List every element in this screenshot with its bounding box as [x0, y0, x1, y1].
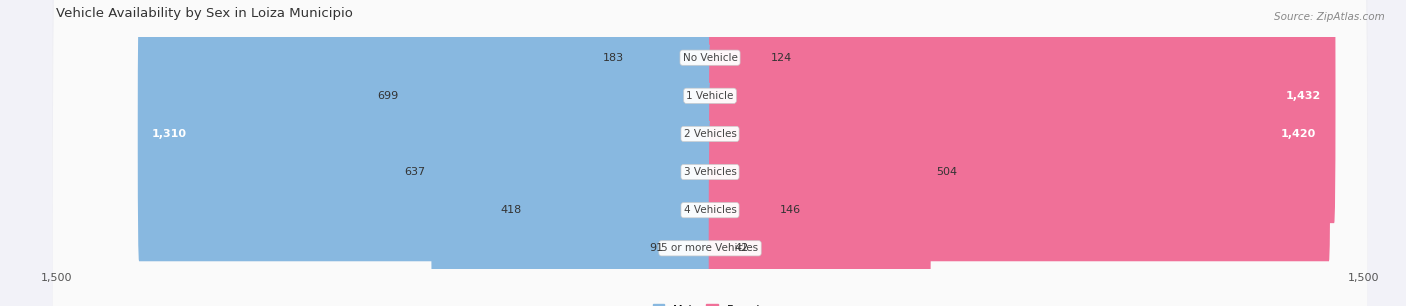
FancyBboxPatch shape [709, 0, 1336, 223]
Text: 1,310: 1,310 [152, 129, 187, 139]
Text: 5 or more Vehicles: 5 or more Vehicles [661, 243, 759, 253]
Text: 4 Vehicles: 4 Vehicles [683, 205, 737, 215]
FancyBboxPatch shape [526, 83, 711, 306]
Text: 504: 504 [936, 167, 957, 177]
FancyBboxPatch shape [138, 7, 711, 261]
Text: 146: 146 [780, 205, 801, 215]
Text: No Vehicle: No Vehicle [682, 53, 738, 63]
FancyBboxPatch shape [709, 45, 931, 299]
Text: 183: 183 [603, 53, 624, 63]
FancyBboxPatch shape [628, 0, 711, 185]
FancyBboxPatch shape [709, 7, 1330, 261]
Text: 1,420: 1,420 [1281, 129, 1316, 139]
Text: 1,432: 1,432 [1286, 91, 1322, 101]
FancyBboxPatch shape [709, 121, 730, 306]
FancyBboxPatch shape [53, 0, 1367, 306]
FancyBboxPatch shape [709, 83, 775, 306]
Text: 3 Vehicles: 3 Vehicles [683, 167, 737, 177]
Text: 418: 418 [501, 205, 522, 215]
FancyBboxPatch shape [404, 0, 711, 223]
Text: Vehicle Availability by Sex in Loiza Municipio: Vehicle Availability by Sex in Loiza Mun… [56, 7, 353, 21]
FancyBboxPatch shape [53, 0, 1367, 306]
Text: 1 Vehicle: 1 Vehicle [686, 91, 734, 101]
Legend: Male, Female: Male, Female [654, 304, 766, 306]
Text: 91: 91 [650, 243, 664, 253]
FancyBboxPatch shape [669, 121, 711, 306]
Text: 699: 699 [378, 91, 399, 101]
Text: 2 Vehicles: 2 Vehicles [683, 129, 737, 139]
Text: 42: 42 [735, 243, 749, 253]
FancyBboxPatch shape [53, 0, 1367, 306]
Text: 637: 637 [405, 167, 426, 177]
FancyBboxPatch shape [53, 0, 1367, 306]
Text: 124: 124 [770, 53, 792, 63]
FancyBboxPatch shape [53, 0, 1367, 306]
FancyBboxPatch shape [432, 45, 711, 299]
FancyBboxPatch shape [53, 0, 1367, 306]
Text: Source: ZipAtlas.com: Source: ZipAtlas.com [1274, 12, 1385, 22]
FancyBboxPatch shape [709, 0, 765, 185]
